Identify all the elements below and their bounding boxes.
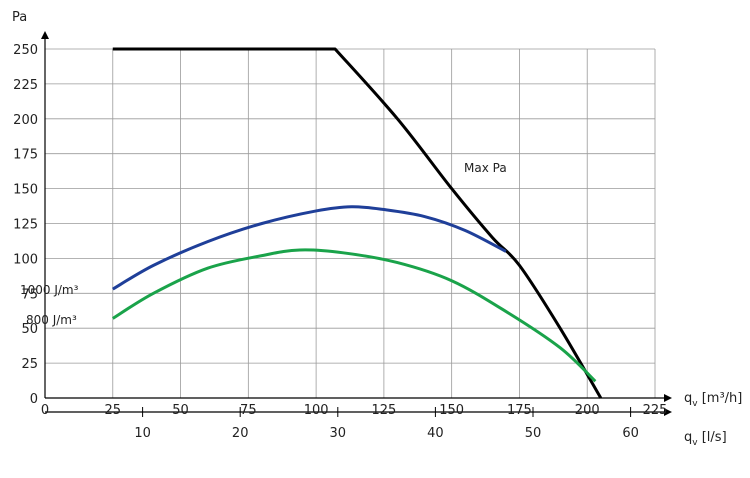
labels: Pa qv [m³/h] qv [l/s] Max Pa 1000 J/m³ 800 J/… xyxy=(12,10,742,448)
y-tick-label: 175 xyxy=(13,148,38,163)
x2-tick-label: 20 xyxy=(232,426,249,441)
y-tick-label: 25 xyxy=(21,357,38,372)
x-axis-title: qv [m³/h] xyxy=(684,391,742,409)
x2-tick-label: 60 xyxy=(622,426,639,441)
y-axis-title: Pa xyxy=(12,10,27,25)
series-lines xyxy=(111,47,603,399)
axes xyxy=(41,31,672,416)
x2-tick-label: 50 xyxy=(525,426,542,441)
y-tick-label: 150 xyxy=(13,183,38,198)
y-tick-label: 75 xyxy=(21,287,38,302)
y-tick-label: 100 xyxy=(13,252,38,267)
x2-tick-label: 40 xyxy=(427,426,444,441)
y-tick-label: 50 xyxy=(21,322,38,337)
y-tick-label: 225 xyxy=(13,78,38,93)
x-tick-label: 200 xyxy=(575,403,600,418)
y-tick-label: 0 xyxy=(30,392,38,407)
x-axis-arrow xyxy=(664,394,672,402)
x-tick-label: 150 xyxy=(439,403,464,418)
tick-labels: 0 25 50 75 100 125 150 175 200 225 0 25 50 75 100 125 15… xyxy=(13,43,667,441)
x-tick-label: 175 xyxy=(507,403,532,418)
y-tick-label: 125 xyxy=(13,218,38,233)
series-line-1 xyxy=(112,205,507,291)
x2-tick-label: 30 xyxy=(330,426,347,441)
x-tick-label: 25 xyxy=(105,403,122,418)
y-axis-arrow xyxy=(41,31,49,39)
x-tick-label: 100 xyxy=(304,403,329,418)
y-tick-label: 200 xyxy=(13,113,38,128)
x2-tick-label: 10 xyxy=(134,426,151,441)
series-line-0 xyxy=(112,47,603,399)
x-tick-label: 225 xyxy=(643,403,668,418)
x2-axis-arrow xyxy=(664,408,672,416)
series-line-2 xyxy=(111,248,597,383)
x-tick-label: 0 xyxy=(41,403,49,418)
x-tick-label: 75 xyxy=(240,403,257,418)
series-label-maxpa: Max Pa xyxy=(464,161,507,175)
x2-axis-title: qv [l/s] xyxy=(684,430,727,448)
grid xyxy=(45,48,656,398)
x-tick-label: 125 xyxy=(371,403,396,418)
series-label-1000: 1000 J/m³ xyxy=(20,283,79,297)
series-label-800: 800 J/m³ xyxy=(26,313,77,327)
y-tick-label: 250 xyxy=(13,43,38,58)
x-tick-label: 50 xyxy=(172,403,189,418)
